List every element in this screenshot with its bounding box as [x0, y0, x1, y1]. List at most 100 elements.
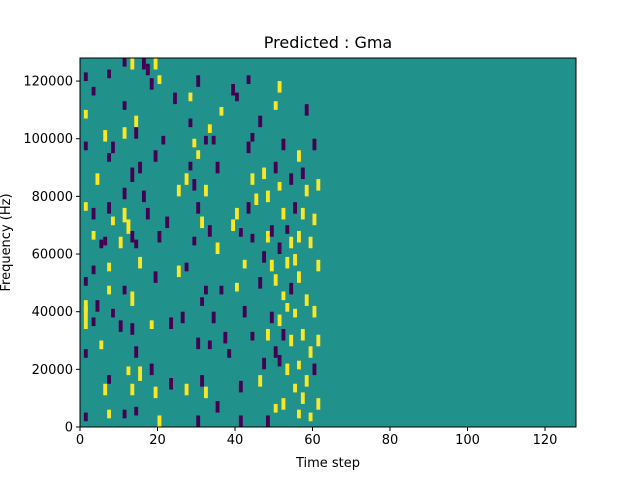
- heatmap-cell: [107, 202, 112, 214]
- heatmap-cell: [130, 323, 135, 335]
- heatmap-cell: [266, 230, 270, 243]
- x-tick-label: 120: [533, 433, 558, 448]
- heatmap-cell: [200, 375, 205, 387]
- heatmap-cell: [273, 161, 278, 174]
- heatmap-cell: [142, 190, 146, 203]
- heatmap-cell: [266, 328, 270, 341]
- heatmap-cell: [285, 303, 290, 312]
- heatmap-cell: [281, 291, 286, 301]
- heatmap-cell: [242, 259, 247, 269]
- heatmap-cell: [184, 383, 189, 396]
- heatmap-cell: [215, 242, 220, 255]
- heatmap-cell: [149, 363, 154, 376]
- heatmap-cell: [235, 92, 239, 102]
- heatmap-cell: [242, 305, 247, 318]
- heatmap-cells: [83, 58, 321, 427]
- heatmap-cell: [258, 277, 263, 289]
- heatmap-cell: [83, 202, 88, 211]
- heatmap-cell: [273, 274, 278, 286]
- heatmap-cell: [196, 150, 201, 159]
- heatmap-cell: [273, 403, 278, 413]
- heatmap-cell: [192, 138, 197, 148]
- heatmap-cell: [277, 314, 282, 327]
- y-tick-label: 100000: [23, 132, 73, 147]
- heatmap-cell: [254, 193, 259, 206]
- heatmap-cell: [312, 138, 317, 151]
- x-axis-ticks: 0 20 40 60 80 100 120: [76, 427, 558, 448]
- heatmap-cell: [204, 135, 208, 145]
- x-tick-label: 60: [304, 433, 321, 448]
- heatmap-cell: [91, 317, 96, 327]
- heatmap-cell: [149, 78, 154, 90]
- heatmap-cell: [304, 184, 309, 197]
- heatmap-cell: [134, 239, 139, 249]
- y-tick-label: 60000: [32, 248, 73, 263]
- heatmap-cell: [246, 75, 251, 84]
- heatmap-cell: [83, 412, 88, 422]
- heatmap-cell: [122, 101, 127, 110]
- heatmap-cell: [122, 207, 127, 223]
- heatmap-cell: [153, 150, 158, 162]
- heatmap-cell: [138, 366, 143, 381]
- heatmap-cell: [188, 118, 193, 128]
- heatmap-cell: [180, 311, 185, 324]
- x-tick-label: 0: [76, 433, 84, 448]
- heatmap-cell: [91, 230, 96, 240]
- plot-area: 0 20 40 60 80 100 120 0 20000 40000 60000 80000 100…: [23, 57, 577, 448]
- heatmap-cell: [111, 141, 115, 154]
- heatmap-cell: [95, 300, 100, 312]
- heatmap-cell: [316, 398, 321, 410]
- heatmap-cell: [219, 285, 224, 295]
- heatmap-cell: [122, 285, 127, 295]
- heatmap-cell: [196, 202, 201, 214]
- chart-title: Predicted : Gma: [264, 33, 392, 52]
- heatmap-cell: [308, 412, 313, 422]
- heatmap-cell: [300, 392, 305, 404]
- heatmap-cell: [300, 328, 305, 341]
- heatmap-cell: [277, 354, 282, 367]
- heatmap-cell: [246, 202, 251, 214]
- heatmap-cell: [149, 320, 154, 329]
- heatmap-cell: [196, 415, 201, 427]
- heatmap-cell: [281, 398, 286, 410]
- heatmap-cell: [258, 375, 263, 387]
- plot-background: [80, 58, 576, 427]
- heatmap-cell: [312, 363, 317, 376]
- heatmap-cell: [289, 334, 294, 347]
- heatmap-cell: [130, 291, 135, 306]
- heatmap-cell: [281, 138, 286, 151]
- y-tick-label: 20000: [32, 363, 73, 378]
- heatmap-cell: [262, 357, 267, 370]
- heatmap-cell: [277, 181, 282, 191]
- heatmap-cell: [238, 415, 243, 427]
- heatmap-cell: [200, 297, 205, 306]
- heatmap-cell: [130, 230, 135, 243]
- heatmap-cell: [103, 130, 108, 142]
- y-tick-label: 0: [65, 421, 73, 436]
- heatmap-cell: [145, 63, 150, 76]
- heatmap-cell: [188, 161, 193, 171]
- heatmap-cell: [231, 219, 236, 231]
- heatmap-cell: [204, 285, 208, 295]
- x-tick-label: 20: [149, 433, 166, 448]
- plot-frame: [79, 57, 577, 428]
- heatmap-cell: [207, 225, 212, 237]
- heatmap-cell: [304, 104, 309, 116]
- heatmap-cell: [273, 346, 278, 358]
- y-tick-label: 120000: [23, 75, 73, 90]
- heatmap-cell: [297, 360, 301, 370]
- heatmap-cell: [138, 256, 143, 269]
- heatmap-cell: [157, 230, 162, 243]
- heatmap-cell: [269, 311, 274, 324]
- heatmap-cell: [184, 262, 189, 272]
- y-axis-label: Frequency (Hz): [0, 193, 14, 291]
- heatmap-cell: [107, 153, 112, 162]
- heatmap-cell: [316, 179, 321, 191]
- heatmap-cell: [293, 202, 298, 214]
- heatmap-cell: [297, 271, 301, 283]
- heatmap-cell: [83, 305, 88, 329]
- heatmap-cell: [122, 187, 127, 200]
- heatmap-cell: [111, 308, 115, 318]
- heatmap-cell: [262, 251, 267, 263]
- heatmap-cell: [285, 363, 290, 376]
